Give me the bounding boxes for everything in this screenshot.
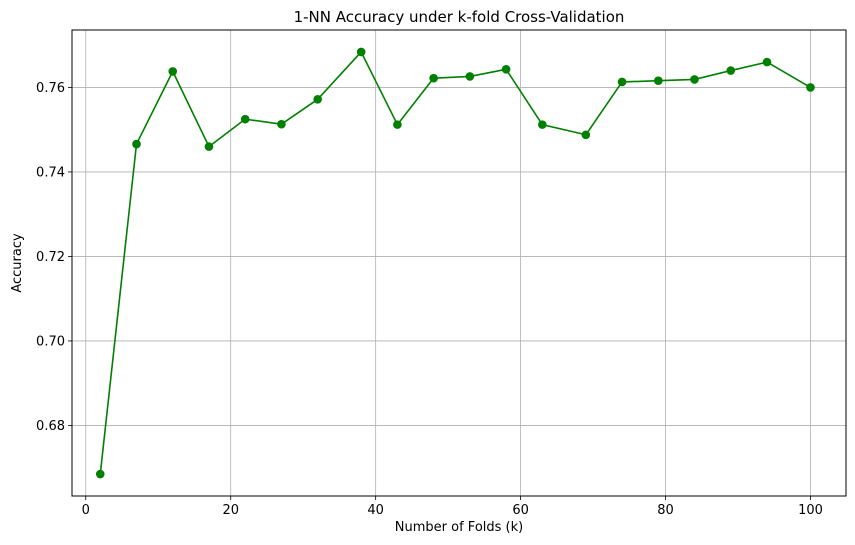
data-point-marker	[653, 76, 663, 85]
data-point-marker	[806, 83, 815, 92]
data-point-marker	[132, 139, 141, 149]
data-point-marker	[581, 130, 591, 140]
data-point-marker	[538, 120, 547, 129]
grid-lines	[72, 30, 846, 496]
data-point-marker	[465, 72, 475, 81]
chart-title: 1-NN Accuracy under k-fold Cross-Validat…	[294, 8, 625, 26]
y-axis-label: Accuracy	[10, 233, 25, 293]
y-tick-label: 0.68	[36, 419, 65, 434]
data-point-marker	[204, 142, 214, 151]
x-tick-label: 20	[222, 503, 239, 518]
axis-ticks: 0 20 40 60 80 100 0.68 0.70 0.72 0.74 0.76	[36, 81, 823, 518]
data-point-marker	[429, 73, 438, 83]
y-tick-label: 0.72	[36, 250, 65, 265]
x-tick-label: 80	[657, 503, 674, 518]
x-tick-label: 60	[512, 503, 529, 518]
data-point-marker	[313, 94, 322, 104]
plot-frame	[71, 29, 847, 497]
data-point-marker	[168, 67, 178, 76]
y-tick-label: 0.76	[36, 81, 65, 96]
data-point-marker	[277, 119, 286, 129]
data-point-marker	[393, 120, 402, 129]
series-layer	[95, 47, 815, 479]
data-point-marker	[690, 75, 699, 84]
x-axis-label: Number of Folds (k)	[395, 520, 523, 535]
data-point-marker	[617, 77, 627, 87]
x-tick-label: 100	[798, 503, 823, 518]
data-point-marker	[95, 469, 105, 479]
data-point-marker	[726, 66, 736, 75]
data-point-marker	[762, 57, 772, 67]
data-point-marker	[240, 114, 250, 124]
series-line	[99, 51, 811, 475]
x-tick-label: 0	[82, 503, 90, 518]
data-point-marker	[501, 64, 511, 74]
y-tick-label: 0.74	[36, 165, 65, 180]
y-tick-label: 0.70	[36, 334, 65, 349]
x-tick-label: 40	[367, 503, 384, 518]
data-point-marker	[356, 47, 366, 57]
